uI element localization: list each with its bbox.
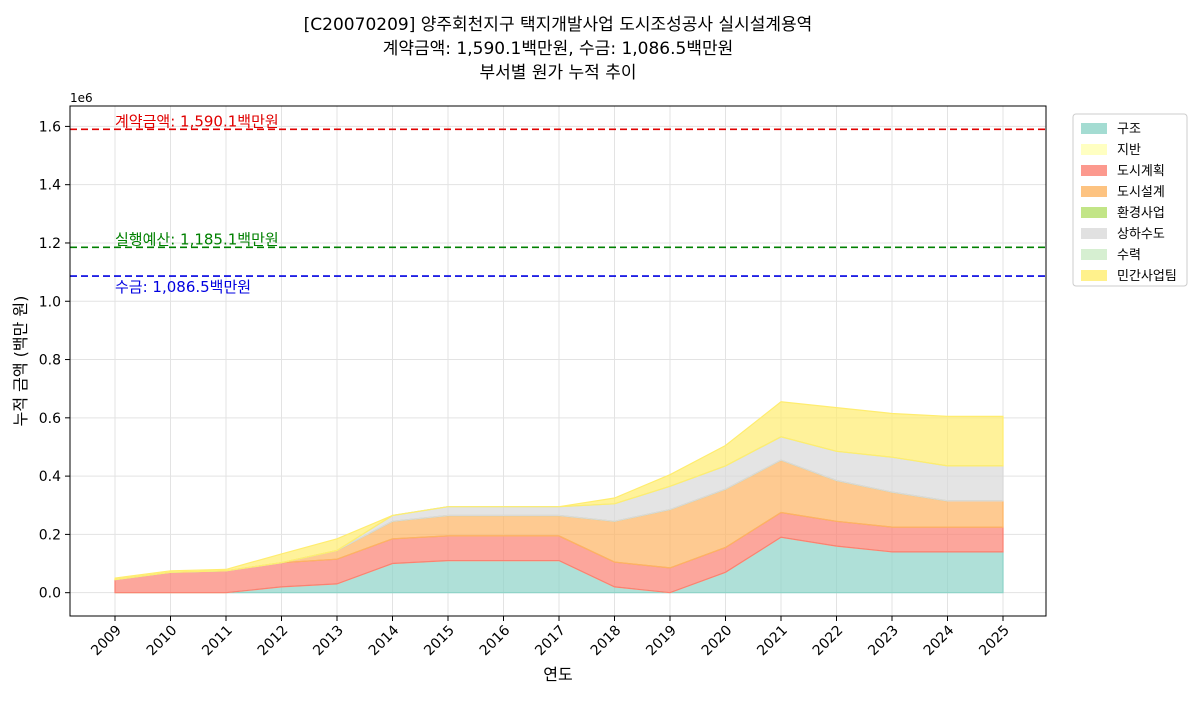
legend-swatch-도시계획 [1081,165,1107,176]
reference-label-3: 수금: 1,086.5백만원 [115,278,251,296]
x-tick-label: 2022 [810,623,847,660]
y-axis-multiplier: 1e6 [70,91,93,105]
area-series [114,401,1004,594]
y-tick-label: 1.0 [39,294,61,310]
legend-label-도시계획: 도시계획 [1117,164,1165,179]
legend-label-상하수도: 상하수도 [1117,227,1165,242]
y-tick-label: 1.6 [39,119,61,135]
legend-label-지반: 지반 [1117,143,1141,158]
x-tick-label: 2009 [88,623,125,660]
x-tick-label: 2011 [199,623,236,660]
legend-label-수력: 수력 [1117,248,1141,263]
x-tick-label: 2017 [532,623,569,660]
legend-swatch-환경사업 [1081,207,1107,218]
y-tick-label: 0.8 [39,353,61,369]
legend-label-민간사업팀: 민간사업팀 [1117,269,1177,284]
legend-swatch-수력 [1081,249,1107,260]
x-tick-label: 2025 [976,623,1013,660]
y-axis: 0.0 0.2 0.4 0.6 0.8 1.0 1.2 1.4 1.6 1e6 [39,91,93,602]
x-tick-label: 2016 [477,622,514,659]
chart-title-line-1: [C20070209] 양주회천지구 택지개발사업 도시조성공사 실시설계용역 [304,15,813,35]
x-tick-label: 2023 [865,623,902,660]
reference-label-1: 계약금액: 1,590.1백만원 [115,112,279,130]
x-tick-label: 2014 [366,622,403,659]
y-tick-label: 0.4 [39,469,61,485]
x-tick-label: 2019 [643,623,680,660]
area-민간사업팀 [114,401,1004,581]
x-tick-label: 2010 [144,623,181,660]
legend-swatch-도시설계 [1081,186,1107,197]
y-tick-label: 1.4 [39,178,61,194]
x-tick-label: 2015 [421,623,458,660]
legend-swatch-지반 [1081,144,1107,155]
legend-label-구조: 구조 [1117,122,1141,137]
legend-swatch-구조 [1081,123,1107,134]
reference-label-2: 실행예산: 1,185.1백만원 [115,230,279,248]
y-axis-label: 누적 금액 (백만 원) [11,296,30,427]
x-tick-label: 2013 [310,623,347,660]
legend-box [1072,113,1188,287]
x-tick-label: 2021 [754,623,791,660]
plot-frame [69,105,1047,617]
legend-label-도시설계: 도시설계 [1117,185,1165,200]
x-tick-label: 2018 [588,623,625,660]
x-tick-label: 2020 [699,623,736,660]
chart-title-line-2: 계약금액: 1,590.1백만원, 수금: 1,086.5백만원 [383,39,734,59]
legend-swatch-상하수도 [1081,228,1107,239]
legend-swatch-민간사업팀 [1081,270,1107,281]
y-tick-label: 0.6 [39,411,61,427]
chart-title-line-3: 부서별 원가 누적 추이 [480,63,637,83]
y-tick-label: 0.0 [39,586,61,602]
x-tick-label: 2024 [921,622,958,659]
y-tick-label: 1.2 [39,236,61,252]
x-axis: 2009 2010 2011 2012 2013 2014 2015 2016 2017 2018… [88,616,1013,659]
x-axis-label: 연도 [543,665,572,684]
x-tick-label: 2012 [255,623,292,660]
y-tick-label: 0.2 [39,527,61,543]
legend-label-환경사업: 환경사업 [1117,206,1165,221]
